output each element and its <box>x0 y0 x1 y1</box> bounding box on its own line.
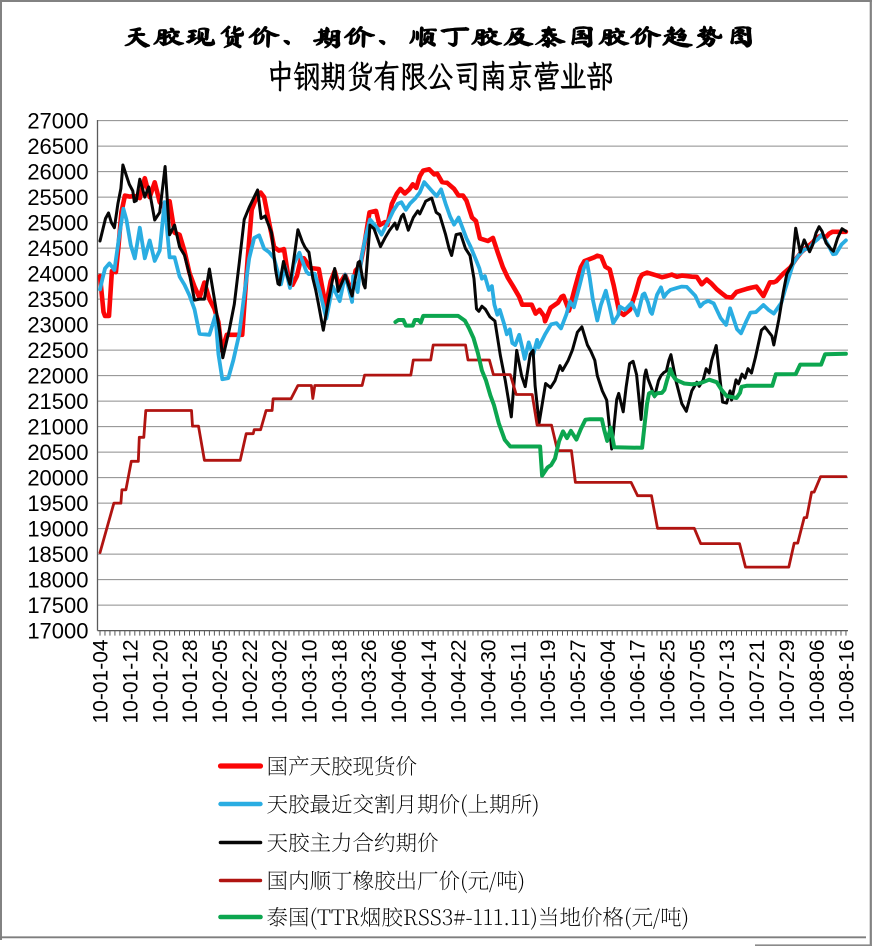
svg-text:10-06-25: 10-06-25 <box>657 639 680 723</box>
svg-text:17500: 17500 <box>27 593 88 618</box>
svg-text:18500: 18500 <box>27 542 88 567</box>
svg-text:23500: 23500 <box>27 287 88 312</box>
svg-text:10-03-26: 10-03-26 <box>358 639 381 723</box>
svg-text:10-05-19: 10-05-19 <box>537 639 560 723</box>
svg-text:22000: 22000 <box>27 363 88 388</box>
svg-text:10-02-22: 10-02-22 <box>239 639 262 723</box>
svg-text:25000: 25000 <box>27 210 88 235</box>
svg-text:10-03-10: 10-03-10 <box>299 639 322 723</box>
svg-text:10-07-29: 10-07-29 <box>776 639 799 723</box>
svg-text:10-04-14: 10-04-14 <box>418 639 441 723</box>
svg-text:21500: 21500 <box>27 389 88 414</box>
svg-text:10-01-12: 10-01-12 <box>119 639 142 723</box>
svg-text:17000: 17000 <box>27 618 88 643</box>
svg-text:10-05-27: 10-05-27 <box>567 639 590 723</box>
svg-text:10-01-28: 10-01-28 <box>179 639 202 723</box>
svg-text:10-04-22: 10-04-22 <box>448 639 471 723</box>
svg-text:20500: 20500 <box>27 440 88 465</box>
svg-text:19500: 19500 <box>27 491 88 516</box>
svg-text:10-04-06: 10-04-06 <box>388 639 411 723</box>
svg-text:10-07-21: 10-07-21 <box>746 639 769 723</box>
svg-text:26000: 26000 <box>27 159 88 184</box>
svg-text:24500: 24500 <box>27 236 88 261</box>
svg-text:10-01-20: 10-01-20 <box>149 639 172 723</box>
svg-text:10-05-11: 10-05-11 <box>507 641 530 724</box>
svg-text:19000: 19000 <box>27 516 88 541</box>
svg-text:25500: 25500 <box>27 185 88 210</box>
svg-text:10-04-30: 10-04-30 <box>478 639 501 723</box>
svg-text:23000: 23000 <box>27 312 88 337</box>
svg-text:26500: 26500 <box>27 134 88 159</box>
svg-text:10-07-13: 10-07-13 <box>716 639 739 723</box>
svg-text:10-07-05: 10-07-05 <box>686 639 709 723</box>
svg-text:22500: 22500 <box>27 338 88 363</box>
svg-text:20000: 20000 <box>27 465 88 490</box>
svg-text:10-03-18: 10-03-18 <box>328 639 351 723</box>
svg-text:10-06-04: 10-06-04 <box>597 639 620 723</box>
svg-text:10-06-17: 10-06-17 <box>627 639 650 723</box>
svg-text:10-02-05: 10-02-05 <box>209 639 232 723</box>
svg-text:18000: 18000 <box>27 567 88 592</box>
svg-text:21000: 21000 <box>27 414 88 439</box>
svg-text:27000: 27000 <box>27 108 88 133</box>
svg-text:10-01-04: 10-01-04 <box>90 639 113 723</box>
svg-text:10-03-02: 10-03-02 <box>269 639 292 723</box>
svg-text:10-08-16: 10-08-16 <box>836 639 859 723</box>
svg-text:10-08-06: 10-08-06 <box>806 639 829 723</box>
svg-text:24000: 24000 <box>27 261 88 286</box>
